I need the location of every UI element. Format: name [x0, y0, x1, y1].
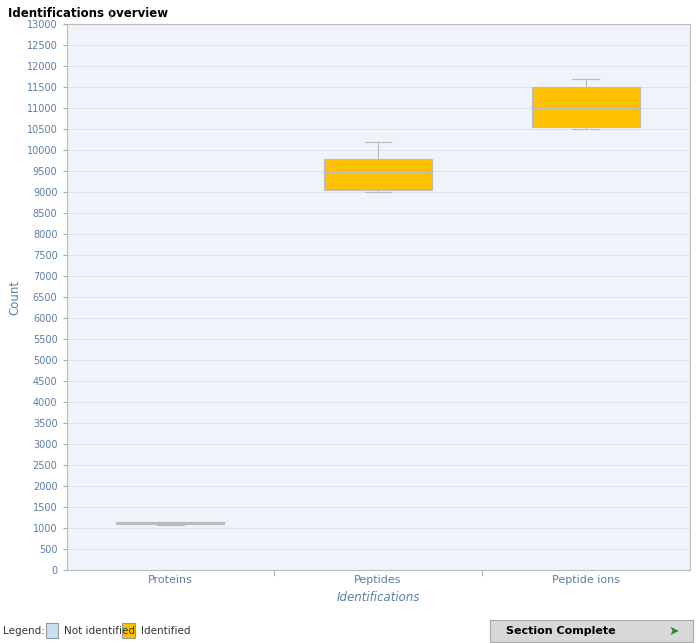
Bar [46, 624, 58, 638]
Bar [122, 624, 135, 638]
Text: Identifications overview: Identifications overview [8, 7, 169, 20]
Text: |: | [108, 8, 112, 19]
Text: Legend:: Legend: [4, 626, 46, 636]
Text: ➤: ➤ [668, 624, 679, 638]
Text: Identified: Identified [141, 626, 190, 636]
X-axis label: Identifications: Identifications [336, 591, 420, 604]
Text: Not identified: Not identified [64, 626, 134, 636]
Text: Section Complete: Section Complete [506, 626, 616, 636]
Bar [116, 522, 224, 524]
Bar [532, 87, 640, 127]
Y-axis label: Count: Count [8, 280, 21, 315]
Bar [324, 159, 432, 190]
